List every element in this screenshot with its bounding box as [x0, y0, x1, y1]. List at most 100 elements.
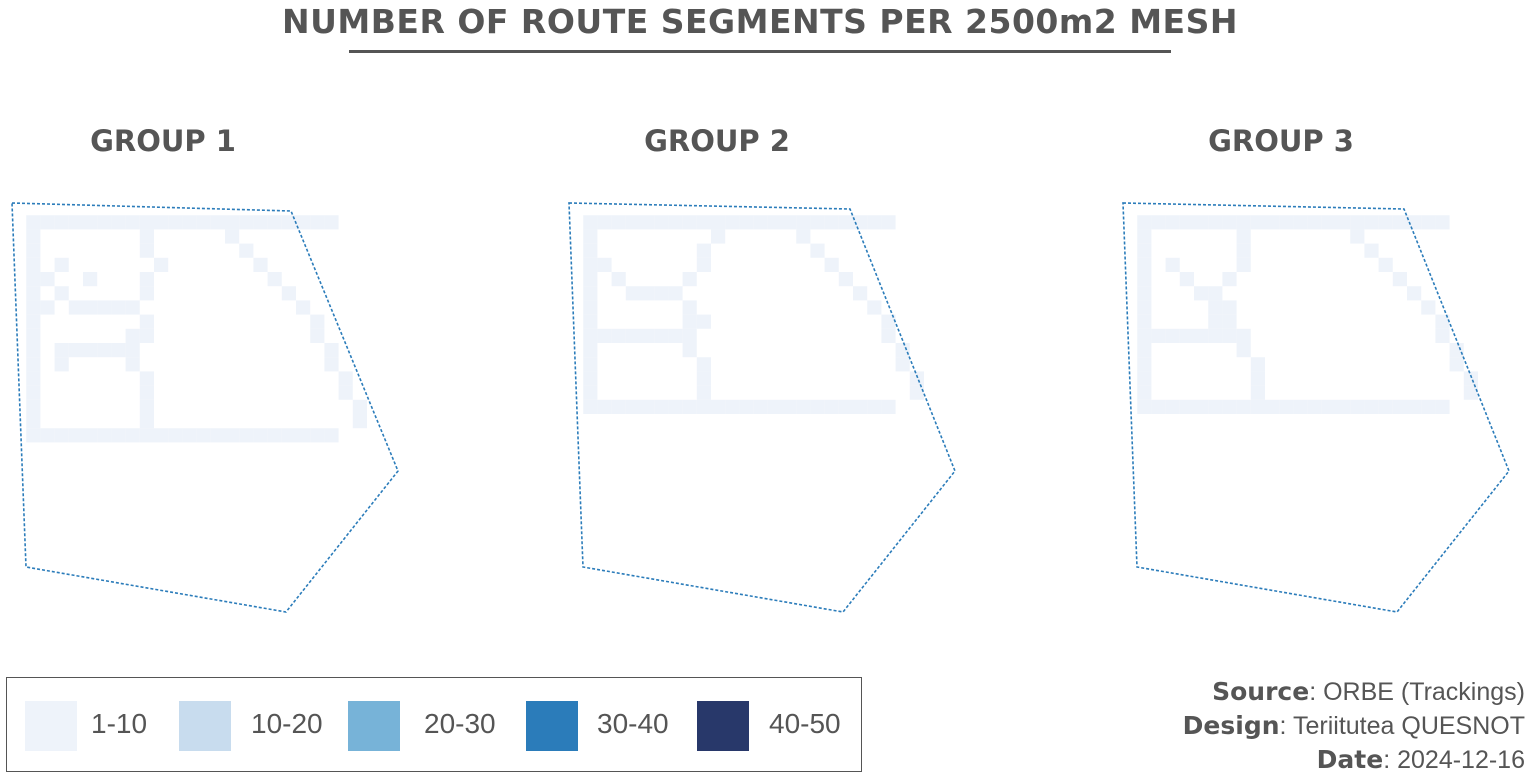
mesh-cell: [281, 428, 296, 443]
mesh-cell: [68, 215, 83, 230]
mesh-cell: [881, 328, 896, 343]
mesh-cell: [139, 328, 154, 343]
mesh-cell: [168, 428, 183, 443]
mesh-cell: [1137, 328, 1152, 343]
mesh-cell: [139, 385, 154, 400]
mesh-cell: [1137, 343, 1152, 358]
study-area-outline: [568, 202, 956, 613]
mesh-cell: [725, 215, 740, 230]
mesh-cell: [739, 399, 754, 414]
mesh-cell: [1208, 215, 1223, 230]
credits: Source: ORBE (Trackings) Design: Teriitu…: [1183, 675, 1525, 777]
mesh-cell: [654, 215, 669, 230]
mesh-cell: [640, 215, 655, 230]
mesh-cell: [352, 399, 367, 414]
mesh-cell: [1222, 328, 1237, 343]
mesh-cell: [26, 286, 41, 301]
mesh-cell: [1208, 328, 1223, 343]
mesh-cell: [895, 357, 910, 372]
mesh-cell: [296, 428, 311, 443]
mesh-cell: [1435, 399, 1450, 414]
mesh-cell: [696, 314, 711, 329]
mesh-cell: [125, 328, 140, 343]
mesh-cell: [611, 399, 626, 414]
title-underline: [349, 50, 1171, 53]
mesh-cell: [1378, 215, 1393, 230]
mesh-cell: [583, 229, 598, 244]
mesh-cell: [26, 371, 41, 386]
mesh-cell: [1137, 257, 1152, 272]
mesh-cell: [1435, 215, 1450, 230]
mesh-cell: [210, 428, 225, 443]
mesh-cell: [54, 357, 69, 372]
mesh-cell: [1449, 343, 1464, 358]
mesh-cell: [1250, 371, 1265, 386]
mesh-cell: [597, 399, 612, 414]
mesh-cell: [1179, 399, 1194, 414]
mesh-cell: [597, 215, 612, 230]
mesh-cell: [1279, 399, 1294, 414]
legend-label: 30-40: [597, 708, 669, 739]
group-2-title: GROUP 2: [644, 124, 790, 158]
mesh-cell: [54, 428, 69, 443]
mesh-cell: [1321, 399, 1336, 414]
mesh-cell: [253, 215, 268, 230]
mesh-cell: [324, 343, 339, 358]
mesh-cell: [583, 257, 598, 272]
mesh-cell: [753, 399, 768, 414]
mesh-cell: [139, 399, 154, 414]
mesh-cell: [1435, 328, 1450, 343]
mesh-cell: [1236, 328, 1251, 343]
mesh-cell: [1151, 399, 1166, 414]
mesh-cell: [1463, 385, 1478, 400]
mesh-cell: [881, 399, 896, 414]
mesh-cell: [1463, 371, 1478, 386]
credit-value: ORBE (Trackings): [1323, 678, 1525, 706]
mesh-cell: [782, 399, 797, 414]
mesh-cell: [1364, 215, 1379, 230]
mesh-cell: [682, 215, 697, 230]
mesh-cell: [267, 215, 282, 230]
mesh-cell: [1137, 399, 1152, 414]
mesh-cell: [1449, 357, 1464, 372]
mesh-cell: [239, 243, 254, 258]
mesh-cell: [583, 286, 598, 301]
group-3-map: [1122, 202, 1510, 613]
mesh-cell: [26, 357, 41, 372]
mesh-cell: [68, 343, 83, 358]
mesh-cell: [739, 215, 754, 230]
mesh-cell: [583, 343, 598, 358]
mesh-cell: [26, 328, 41, 343]
legend-label: 40-50: [769, 708, 841, 739]
mesh-cell: [83, 428, 98, 443]
mesh-cell: [97, 343, 112, 358]
mesh-cell: [225, 215, 240, 230]
mesh-cell: [640, 328, 655, 343]
mesh-cell: [1350, 229, 1365, 244]
mesh-cell: [1137, 215, 1152, 230]
mesh-cell: [125, 343, 140, 358]
mesh-cell: [68, 428, 83, 443]
mesh-cell: [668, 328, 683, 343]
mesh-cell: [796, 399, 811, 414]
mesh-cell: [682, 343, 697, 358]
mesh-cell: [696, 357, 711, 372]
mesh-cell: [338, 371, 353, 386]
mesh-cell: [139, 371, 154, 386]
mesh-cell: [1151, 215, 1166, 230]
mesh-cell: [682, 328, 697, 343]
mesh-cell: [867, 215, 882, 230]
mesh-cell: [68, 300, 83, 315]
mesh-cell: [1208, 300, 1223, 315]
mesh-cell: [1165, 257, 1180, 272]
mesh-cell: [1208, 399, 1223, 414]
mesh-cell: [640, 286, 655, 301]
mesh-cell: [654, 286, 669, 301]
mesh-cell: [583, 243, 598, 258]
mesh-cell: [54, 257, 69, 272]
mesh-cell: [583, 385, 598, 400]
mesh-cell: [83, 343, 98, 358]
mesh-cell: [40, 272, 55, 287]
mesh-cell: [696, 371, 711, 386]
mesh-cell: [125, 300, 140, 315]
